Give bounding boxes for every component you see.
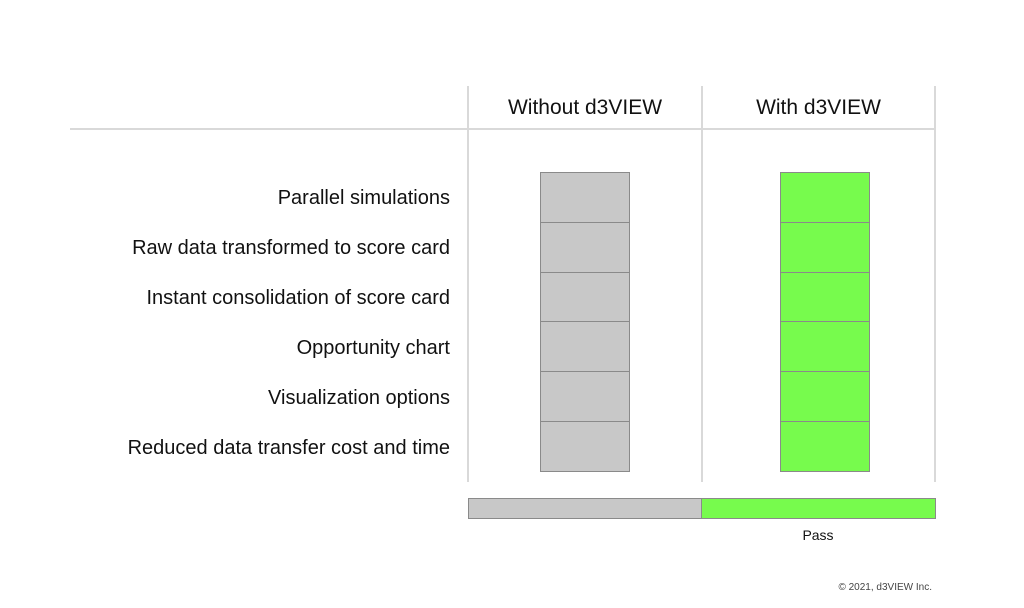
- with-d3view-stack: [780, 172, 870, 472]
- without-cell-parallel-simulations: [541, 173, 629, 222]
- row-label-raw-data-score-card: Raw data transformed to score card: [132, 237, 450, 259]
- legend-segment-pass: [702, 499, 935, 518]
- with-cell-visualization-options: [781, 371, 869, 422]
- column-header-without: Without d3VIEW: [507, 96, 663, 119]
- with-cell-parallel-simulations: [781, 173, 869, 222]
- without-cell-instant-consolidation: [541, 271, 629, 322]
- row-label-reduced-data-transfer: Reduced data transfer cost and time: [127, 437, 450, 459]
- row-label-instant-consolidation: Instant consolidation of score card: [146, 287, 450, 309]
- legend-label-pass: Pass: [802, 527, 834, 543]
- without-cell-visualization-options: [541, 371, 629, 422]
- row-label-parallel-simulations: Parallel simulations: [277, 187, 450, 209]
- column-divider-middle: [701, 86, 703, 482]
- with-cell-raw-data-score-card: [781, 221, 869, 272]
- column-divider-right: [934, 86, 936, 482]
- legend-bar: [468, 498, 936, 519]
- without-cell-reduced-data-transfer: [541, 421, 629, 471]
- row-label-opportunity-chart: Opportunity chart: [296, 337, 450, 359]
- with-cell-reduced-data-transfer: [781, 421, 869, 471]
- row-label-visualization-options: Visualization options: [268, 387, 450, 409]
- with-cell-instant-consolidation: [781, 271, 869, 322]
- without-cell-raw-data-score-card: [541, 221, 629, 272]
- with-cell-opportunity-chart: [781, 321, 869, 372]
- without-d3view-stack: [540, 172, 630, 472]
- without-cell-opportunity-chart: [541, 321, 629, 372]
- legend-segment-gray: [469, 499, 702, 518]
- header-divider-line: [70, 128, 936, 130]
- column-divider-left: [467, 86, 469, 482]
- column-header-with: With d3VIEW: [756, 96, 881, 119]
- copyright-text: © 2021, d3VIEW Inc.: [838, 582, 932, 593]
